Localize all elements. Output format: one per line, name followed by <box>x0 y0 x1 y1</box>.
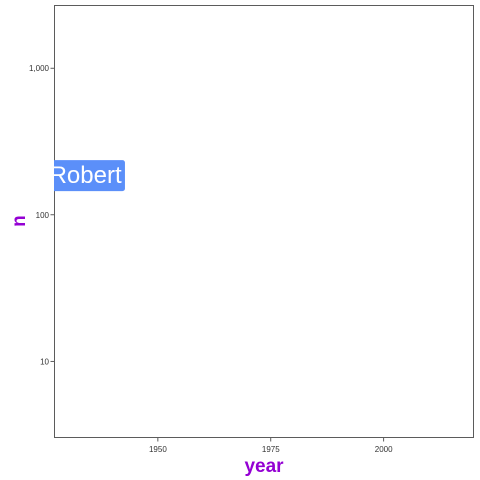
x-tick-label: 2000 <box>375 445 393 454</box>
plot-panel <box>54 5 474 438</box>
y-tick-label: 1,000 <box>29 64 50 73</box>
y-axis: 10 100 1,000 <box>29 64 54 366</box>
x-axis: 1950 1975 2000 <box>149 438 393 454</box>
y-tick-label: 10 <box>40 357 49 366</box>
point-label: Robert <box>50 160 125 192</box>
point-label-text: Robert <box>50 162 122 189</box>
data-labels: Robert <box>50 160 125 192</box>
point-label-box <box>54 160 125 192</box>
y-tick-label: 100 <box>36 211 50 220</box>
y-axis-title: n <box>9 215 30 227</box>
x-tick-label: 1950 <box>149 445 167 454</box>
x-axis-title: year <box>244 456 284 477</box>
x-tick-label: 1975 <box>262 445 280 454</box>
